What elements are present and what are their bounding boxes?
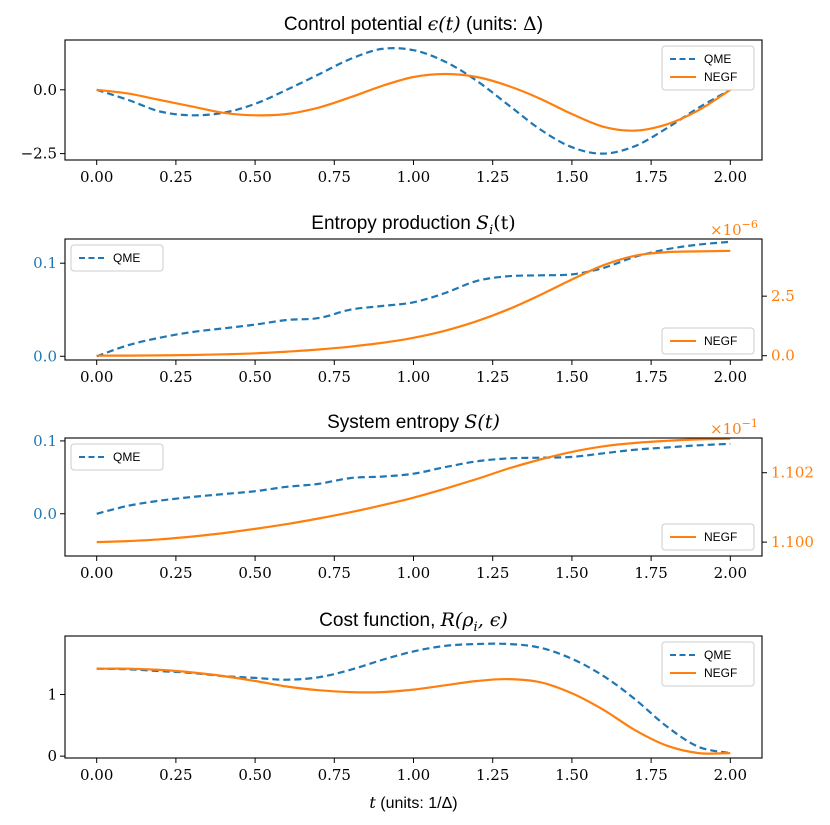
legend-label-qme: QME (704, 52, 731, 66)
legend-label-qme: QME (113, 450, 140, 464)
chart-title-4: Cost function, R(ρi, ϵ) (319, 609, 508, 635)
x-tick-label: 0.50 (238, 564, 271, 582)
y2-tick-label: 1.102 (771, 464, 814, 482)
legend-3-bottom-right: NEGF (661, 523, 755, 551)
legend-3-top-left: QME (70, 443, 164, 471)
x-tick-label: 1.25 (476, 368, 509, 386)
x-tick-label: 0.00 (80, 564, 113, 582)
chart-title-2: Entropy production Si(t) (311, 212, 515, 238)
legend-label-qme: QME (113, 251, 140, 265)
axes-frame (64, 39, 763, 161)
legend-2-top-left: QME (70, 244, 164, 272)
x-tick-label: 1.75 (634, 564, 667, 582)
x-tick-label: 1.50 (555, 766, 588, 784)
y2-multiplier: ×10−6 (710, 218, 758, 239)
x-tick-label: 2.00 (714, 168, 747, 186)
x-tick-label: 0.75 (318, 766, 351, 784)
x-tick-label: 0.00 (80, 766, 113, 784)
x-tick-label: 1.50 (555, 368, 588, 386)
panel-1: 0.00 0.25 0.50 0.75 1.00 1.25 1.50 1.75 2.00 0.0 −… (21, 39, 763, 186)
series-line-negf (96, 72, 731, 132)
x-tick-label: 1.75 (634, 168, 667, 186)
legend-label-qme: QME (704, 648, 731, 662)
y-tick-label: 0.0 (33, 347, 57, 365)
series-line-qme (96, 240, 731, 358)
legend-1-top-right: QME NEGF (661, 45, 755, 91)
axes-frame (64, 238, 763, 361)
x-tick-label: 1.25 (476, 766, 509, 784)
y-tick-label: −2.5 (21, 145, 57, 163)
x-tick-label: 0.50 (238, 168, 271, 186)
x-tick-label: 0.25 (159, 368, 192, 386)
x-tick-label: 0.25 (159, 766, 192, 784)
y-tick-label: 0 (47, 747, 57, 765)
y2-tick-label: 1.100 (771, 533, 814, 551)
x-tick-label: 0.75 (318, 168, 351, 186)
panel-2: 0.00 0.25 0.50 0.75 1.00 1.25 1.50 1.75 2.00 0.0 0… (33, 218, 795, 386)
y-tick-label: 0.1 (33, 432, 57, 450)
y-tick-label: 0.0 (33, 505, 57, 523)
panel-3: 0.00 0.25 0.50 0.75 1.00 1.25 1.50 1.75 2.00 0.0 0… (33, 417, 814, 582)
x-tick-label: 0.75 (318, 368, 351, 386)
x-tick-label: 1.00 (397, 766, 430, 784)
x-tick-label: 1.25 (476, 168, 509, 186)
x-tick-label: 1.25 (476, 564, 509, 582)
series-line-negf (96, 438, 731, 544)
x-tick-label: 0.25 (159, 168, 192, 186)
series-line-negf (96, 667, 731, 755)
x-tick-label: 0.25 (159, 564, 192, 582)
series-line-qme (96, 46, 731, 155)
legend-2-bottom-right: NEGF (661, 327, 755, 355)
legend-label-negf: NEGF (704, 334, 737, 348)
panel-4: 0.00 0.25 0.50 0.75 1.00 1.25 1.50 1.75 2.00 0 1 t … (47, 635, 763, 812)
x-tick-label: 1.00 (397, 564, 430, 582)
x-tick-label: 0.00 (80, 168, 113, 186)
y2-tick-label: 2.5 (771, 287, 795, 305)
axes-frame (64, 635, 763, 759)
series-line-qme (96, 642, 731, 755)
x-tick-label: 1.75 (634, 368, 667, 386)
series-line-negf (96, 249, 731, 357)
x-tick-label: 0.50 (238, 766, 271, 784)
y2-multiplier: ×10−1 (710, 417, 758, 438)
x-axis-label: t (units: 1/Δ) (369, 793, 457, 812)
x-tick-label: 1.00 (397, 168, 430, 186)
legend-label-negf: NEGF (704, 70, 737, 84)
series-line-qme (96, 442, 731, 515)
chart-title-1: Control potential ϵ(t) (units: Δ) (284, 13, 543, 35)
y2-tick-label: 0.0 (771, 347, 795, 365)
legend-label-negf: NEGF (704, 530, 737, 544)
x-tick-label: 1.00 (397, 368, 430, 386)
legend-label-negf: NEGF (704, 666, 737, 680)
y-tick-label: 0.0 (33, 81, 57, 99)
y-tick-label: 0.1 (33, 254, 57, 272)
x-tick-label: 1.50 (555, 564, 588, 582)
x-tick-label: 2.00 (714, 766, 747, 784)
x-tick-label: 0.75 (318, 564, 351, 582)
axes-frame (64, 437, 763, 557)
chart-title-3: System entropy S(t) (327, 411, 500, 433)
x-tick-label: 1.75 (634, 766, 667, 784)
y-tick-label: 1 (47, 686, 57, 704)
x-tick-label: 1.50 (555, 168, 588, 186)
legend-4-top-right: QME NEGF (661, 641, 755, 687)
x-tick-label: 2.00 (714, 368, 747, 386)
x-tick-label: 2.00 (714, 564, 747, 582)
x-tick-label: 0.50 (238, 368, 271, 386)
x-tick-label: 0.00 (80, 368, 113, 386)
